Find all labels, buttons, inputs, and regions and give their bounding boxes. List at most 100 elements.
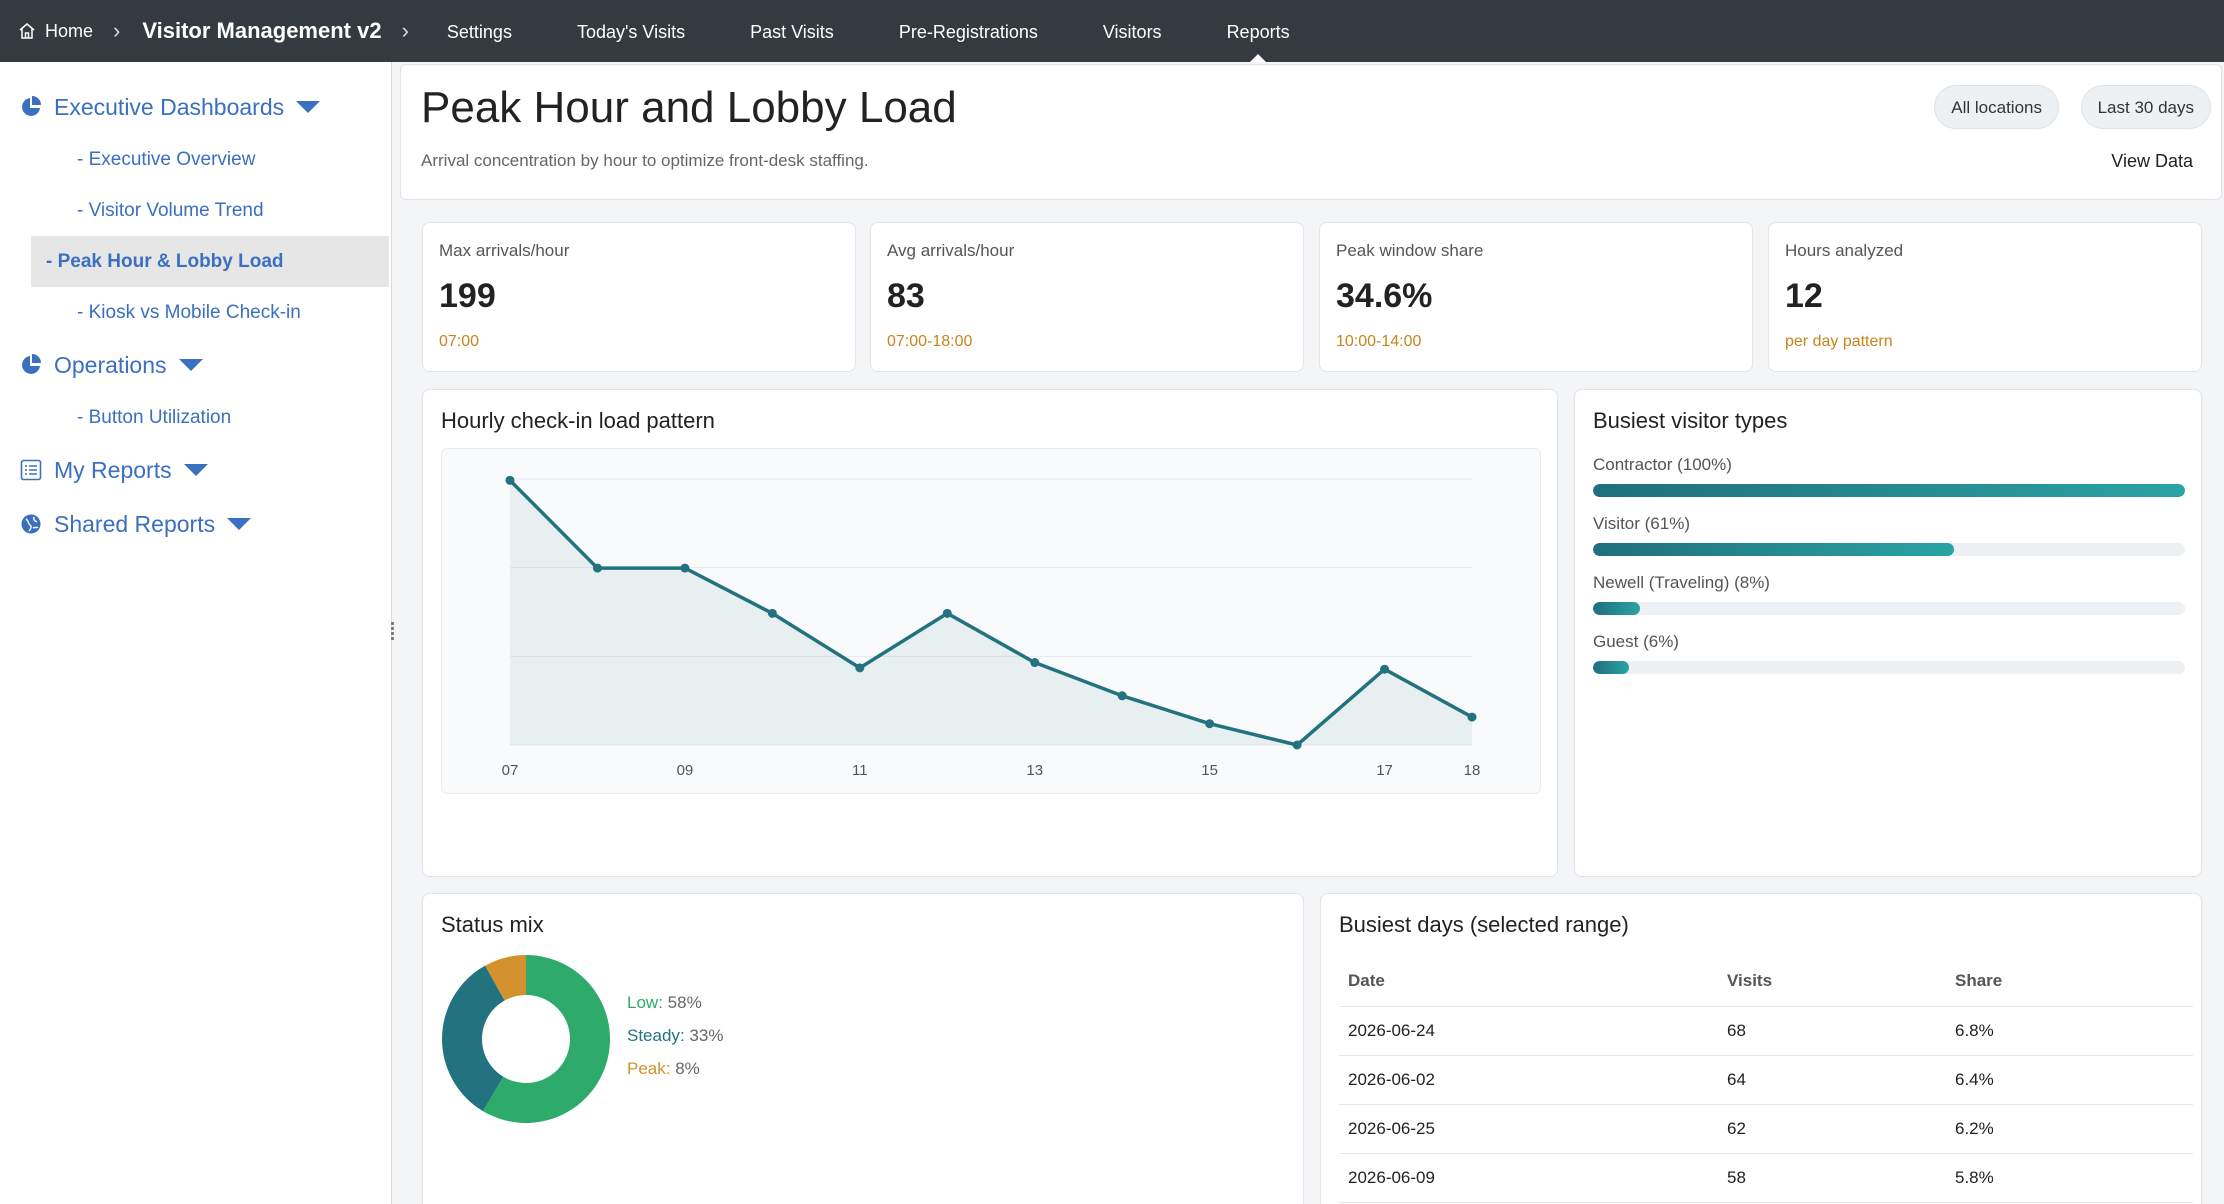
sidebar-section-label: My Reports [54, 456, 172, 483]
sidebar-item-visitor-volume-trend[interactable]: - Visitor Volume Trend [77, 200, 264, 221]
kpi-label: Avg arrivals/hour [887, 241, 1015, 260]
sidebar-section-my-reports[interactable]: My Reports [0, 443, 391, 497]
pie-chart-icon [22, 354, 41, 374]
x-tick-label: 15 [1201, 762, 1218, 779]
caret-down-icon [227, 518, 252, 530]
sidebar-section-shared-reports[interactable]: Shared Reports [0, 497, 391, 551]
top-navigation-bar: Home › Visitor Management v2 › Settings … [0, 0, 2224, 62]
sidebar-item-kiosk-vs-mobile[interactable]: - Kiosk vs Mobile Check-in [77, 302, 301, 323]
cell-date: 2026-06-24 [1339, 1006, 1718, 1056]
caret-down-icon [296, 101, 321, 113]
page-header: Peak Hour and Lobby Load Arrival concent… [400, 64, 2222, 200]
legend-steady: Steady: 33% [627, 1026, 723, 1046]
legend-value: 8% [675, 1059, 700, 1078]
visitor-type-bar-fill [1593, 661, 1629, 674]
nav-pre-registrations[interactable]: Pre-Registrations [898, 22, 1038, 42]
visitor-type-label: Guest (6%) [1593, 632, 1679, 651]
busiest-days-table: Date Visits Share 2026-06-24 68 6.8% 202… [1339, 956, 2193, 1203]
data-point [1030, 658, 1040, 668]
legend-name: Low [627, 993, 659, 1012]
table-row: 2026-06-25 62 6.2% [1339, 1104, 2193, 1154]
card-title: Busiest days (selected range) [1339, 912, 1629, 937]
home-icon [19, 23, 35, 39]
visitor-type-bar-fill [1593, 543, 1955, 556]
app-title[interactable]: Visitor Management v2 [142, 18, 382, 43]
legend-peak: Peak: 8% [627, 1059, 700, 1079]
legend-colon: : [679, 1026, 685, 1045]
data-point [1292, 740, 1302, 750]
cell-visits: 62 [1718, 1104, 1946, 1154]
home-label: Home [45, 20, 94, 41]
column-header-visits[interactable]: Visits [1718, 956, 1946, 1007]
hourly-chart-area: 07 09 11 13 15 17 18 [441, 448, 1541, 794]
nav-past-visits[interactable]: Past Visits [750, 22, 834, 42]
legend-value: 33% [689, 1026, 724, 1045]
kpi-value: 83 [887, 277, 925, 315]
status-mix-card: Status mix Low: 58% Steady: 33% Peak: 8% [422, 893, 1304, 1204]
main-content: Peak Hour and Lobby Load Arrival concent… [398, 62, 2224, 1204]
x-tick-label: 11 [852, 762, 868, 779]
data-point [1117, 691, 1127, 701]
series-line [508, 479, 1473, 747]
legend-name: Steady [627, 1026, 680, 1045]
kpi-card-hours-analyzed: Hours analyzed 12 per day pattern [1768, 222, 2202, 372]
hourly-line-chart: 07 09 11 13 15 17 18 [502, 475, 1481, 779]
kpi-sub: per day pattern [1785, 333, 1893, 350]
donut-slice-low [482, 955, 610, 1123]
data-point [942, 608, 952, 618]
cell-date: 2026-06-02 [1339, 1055, 1718, 1105]
sidebar-section-executive-dashboards[interactable]: Executive Dashboards [0, 80, 391, 134]
legend-name: Peak [627, 1059, 666, 1078]
sidebar-section-operations[interactable]: Operations [0, 338, 391, 392]
visitor-types-card: Busiest visitor types Contractor (100%) … [1574, 389, 2202, 877]
column-header-date[interactable]: Date [1339, 956, 1718, 1007]
sidebar-item-executive-overview[interactable]: - Executive Overview [77, 149, 256, 170]
location-filter-chip[interactable]: All locations [1934, 85, 2059, 129]
list-icon [20, 459, 42, 481]
data-point [1467, 712, 1477, 722]
nav-visitors[interactable]: Visitors [1102, 22, 1162, 42]
hourly-load-card: Hourly check-in load pattern 07 09 11 13 15 1… [422, 389, 1558, 877]
card-title: Busiest visitor types [1593, 408, 1788, 433]
area-fill [510, 480, 1472, 745]
kpi-card-peak-window-share: Peak window share 34.6% 10:00-14:00 [1319, 222, 1753, 372]
visitor-type-bar-fill [1593, 602, 1641, 615]
kpi-sub: 10:00-14:00 [1336, 333, 1422, 350]
data-point [855, 663, 865, 673]
nav-todays-visits[interactable]: Today's Visits [576, 22, 686, 42]
donut-slice-peak [485, 955, 526, 1001]
cell-date: 2026-06-25 [1339, 1104, 1718, 1154]
nav-settings[interactable]: Settings [446, 22, 512, 42]
data-point [1205, 719, 1215, 729]
kpi-label: Peak window share [1336, 241, 1484, 260]
home-link[interactable]: Home [18, 21, 93, 42]
x-tick-label: 17 [1376, 762, 1393, 779]
legend-value: 58% [667, 993, 702, 1012]
date-range-chip[interactable]: Last 30 days [2080, 85, 2211, 129]
kpi-sub: 07:00 [439, 333, 480, 350]
data-point [592, 563, 602, 573]
sidebar-item-button-utilization[interactable]: - Button Utilization [77, 407, 232, 428]
table-header-row: Date Visits Share [1339, 956, 2193, 1007]
column-header-share[interactable]: Share [1946, 956, 2193, 1007]
kpi-value: 12 [1785, 277, 1823, 315]
top-nav-menu: Settings Today's Visits Past Visits Pre-… [447, 0, 1355, 62]
kpi-card-max-arrivals: Max arrivals/hour 199 07:00 [422, 222, 856, 372]
sidebar-resize-handle[interactable] [389, 620, 395, 642]
page-title: Peak Hour and Lobby Load [421, 83, 957, 132]
kpi-value: 34.6% [1336, 277, 1433, 315]
cell-share: 5.8% [1946, 1153, 2193, 1203]
sidebar-section-label: Operations [54, 351, 167, 378]
view-data-link[interactable]: View Data [2111, 151, 2193, 171]
x-tick-label: 09 [677, 762, 694, 779]
x-tick-label: 18 [1464, 762, 1481, 779]
x-tick-label: 13 [1026, 762, 1043, 779]
kpi-sub: 07:00-18:00 [887, 333, 973, 350]
cell-visits: 68 [1718, 1006, 1946, 1056]
sidebar-item-peak-hour-lobby-load[interactable]: - Peak Hour & Lobby Load [31, 236, 389, 287]
legend-low: Low: 58% [627, 993, 702, 1013]
nav-reports[interactable]: Reports [1227, 0, 1290, 62]
data-point [767, 608, 777, 618]
visitor-type-label: Newell (Traveling) (8%) [1593, 573, 1770, 592]
legend-colon: : [665, 1059, 671, 1078]
